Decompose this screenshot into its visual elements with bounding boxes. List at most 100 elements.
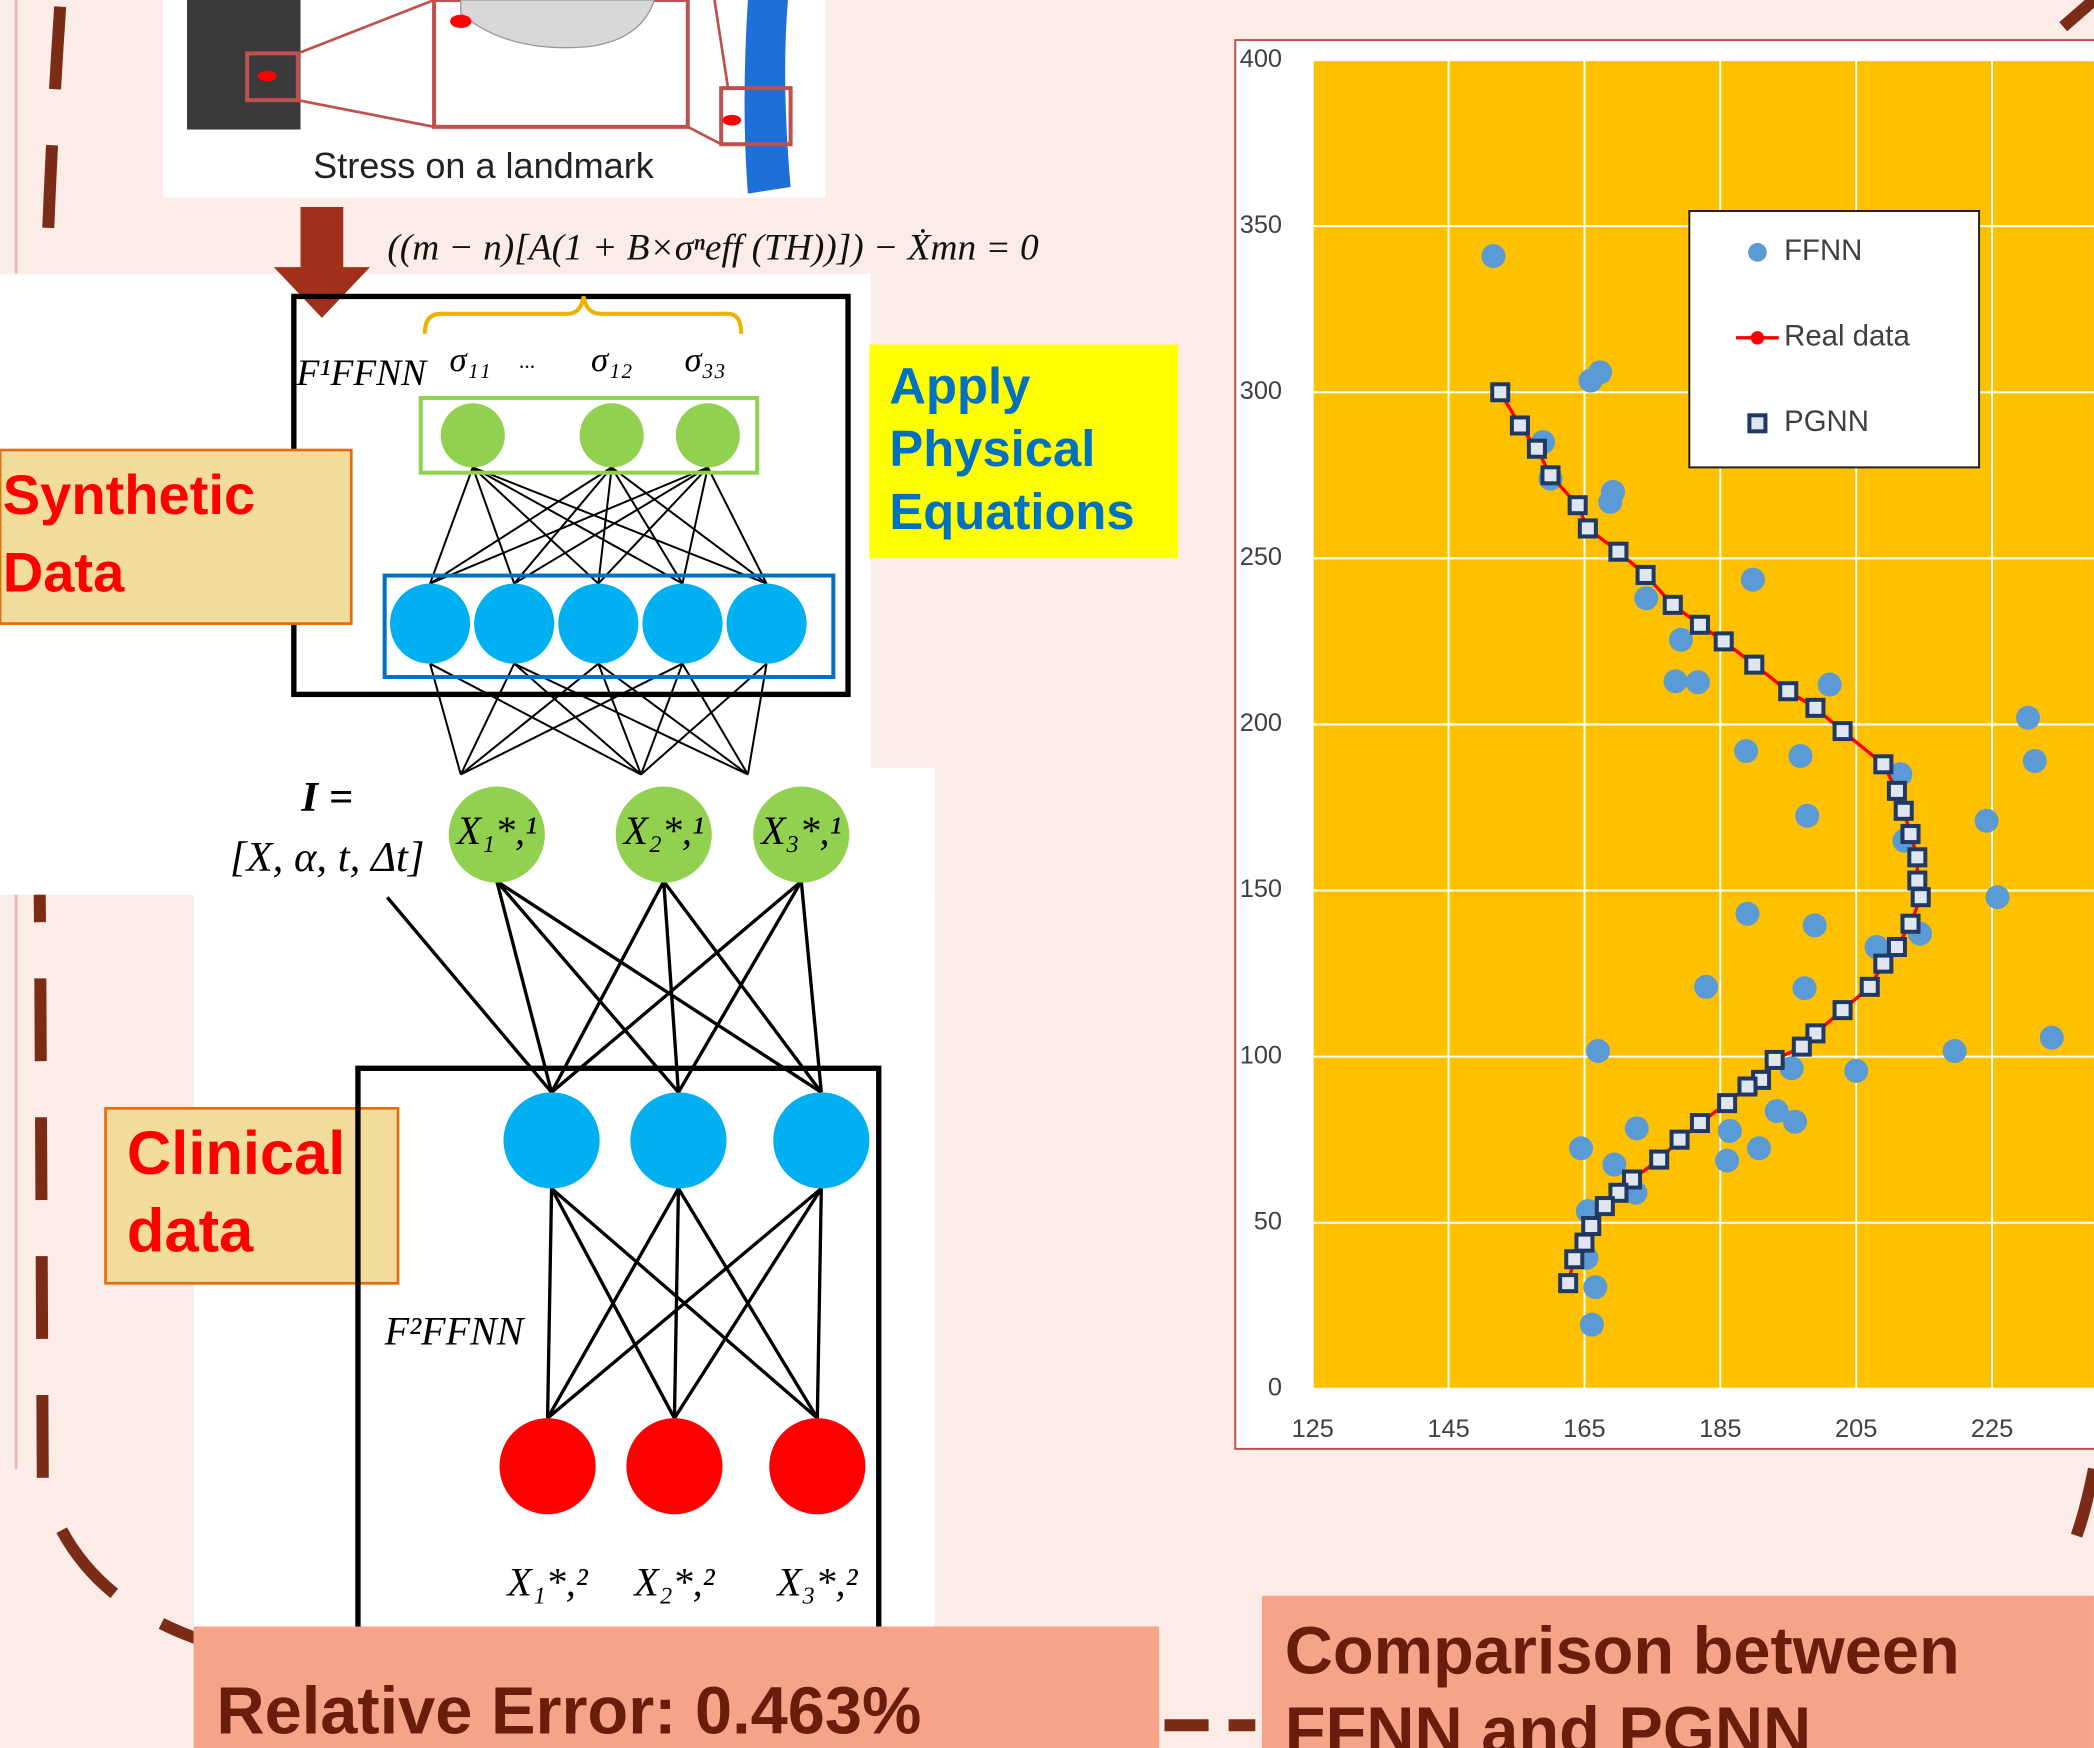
ffnn-point (1795, 804, 1819, 828)
output-label: X₂*,² (632, 1560, 715, 1605)
output-node (626, 1418, 722, 1514)
pgnn-point (1580, 520, 1596, 536)
ffnn-point (1747, 1136, 1771, 1160)
pgnn-point (1665, 597, 1681, 613)
landmark (450, 15, 471, 28)
landmark (258, 71, 277, 82)
x-tick-label: 185 (1699, 1415, 1741, 1443)
pgnn-point (1875, 756, 1891, 772)
intermediate-label: X₃*,¹ (759, 808, 841, 853)
ffnn-point (1663, 669, 1687, 693)
pgnn-point (1638, 567, 1654, 583)
pgnn-point (1560, 1275, 1576, 1291)
legend-marker (1748, 243, 1767, 262)
pgnn-point (1896, 803, 1912, 819)
pgnn-point (1716, 633, 1732, 649)
ffnn-point (1686, 670, 1710, 694)
pgnn-point (1903, 916, 1919, 932)
ffnn-point (2023, 749, 2047, 773)
pgnn-point (1913, 889, 1929, 905)
ffnn-point (1943, 1039, 1967, 1063)
ffnn-point (1580, 1313, 1604, 1337)
ct-image (187, 0, 301, 130)
apply-line: Physical (889, 420, 1095, 477)
image-caption: Stress on a landmark (313, 145, 655, 186)
input-label: I = (300, 774, 353, 821)
network1-label: F¹FFNN (296, 353, 429, 394)
pgnn-point (1794, 1039, 1810, 1055)
pgnn-point (1862, 979, 1878, 995)
apply-line: Apply (889, 357, 1030, 414)
pgnn-point (1835, 723, 1851, 739)
legend-label: FFNN (1784, 234, 1862, 267)
pgnn-point (1889, 939, 1905, 955)
synthetic-line: Data (3, 541, 125, 604)
ffnn-point (1818, 673, 1842, 697)
ffnn-point (1735, 902, 1759, 926)
pgnn-point (1672, 1132, 1688, 1148)
x-tick-label: 125 (1292, 1415, 1334, 1443)
ffnn-point (1718, 1119, 1742, 1143)
pgnn-point (1566, 1251, 1582, 1267)
pgnn-point (1651, 1152, 1667, 1168)
y-tick-label: 100 (1240, 1041, 1282, 1069)
pgnn-point (1719, 1095, 1735, 1111)
comparison-text: FFNN and PGNN (1285, 1695, 1812, 1748)
ffnn-point (1669, 628, 1693, 652)
error-text: Relative Error: 0.463% (216, 1675, 921, 1748)
input-node (441, 403, 505, 467)
ffnn-point (1985, 885, 2009, 909)
ffnn-point (1569, 1136, 1593, 1160)
input-node (580, 403, 644, 467)
y-tick-label: 250 (1240, 543, 1282, 571)
output-node (499, 1418, 595, 1514)
network2-label: F²FFNN (384, 1309, 526, 1354)
apply-line: Equations (889, 483, 1134, 540)
ffnn-point (2016, 706, 2040, 730)
ffnn-point (1588, 360, 1612, 384)
ffnn-point (2040, 1026, 2064, 1050)
page: { "diagram": { "image_caption": "Stress … (0, 0, 2094, 1748)
pgnn-point (1835, 1002, 1851, 1018)
pgnn-point (1597, 1198, 1613, 1214)
hidden-node (474, 584, 554, 664)
legend-label: PGNN (1784, 405, 1869, 438)
input-node (676, 403, 740, 467)
pgnn-point (1903, 826, 1919, 842)
hidden-node (504, 1092, 600, 1188)
stress-label: σ₃₃ (685, 340, 726, 379)
stress-label: σ₁₁ (449, 340, 490, 379)
chart: 0501001502002503003504001251451651852052… (1240, 45, 2094, 1443)
stress-label: ... (520, 349, 536, 373)
ffnn-point (1741, 568, 1765, 592)
pgnn-point (1746, 657, 1762, 673)
ffnn-point (1481, 244, 1505, 268)
y-tick-label: 300 (1240, 377, 1282, 405)
pgnn-point (1767, 1052, 1783, 1068)
pgnn-point (1570, 497, 1586, 513)
input-label: [X, α, t, Δt] (230, 834, 425, 881)
hidden-node (558, 584, 638, 664)
legend-marker (1749, 415, 1765, 431)
ffnn-point (1844, 1059, 1868, 1083)
y-tick-label: 400 (1240, 45, 1282, 73)
pgnn-point (1692, 1115, 1708, 1131)
y-tick-label: 0 (1268, 1373, 1282, 1401)
ffnn-point (1788, 744, 1812, 768)
y-tick-label: 150 (1240, 875, 1282, 903)
y-tick-label: 50 (1254, 1207, 1282, 1235)
pgnn-point (1780, 683, 1796, 699)
pgnn-point (1875, 956, 1891, 972)
ffnn-point (1975, 809, 1999, 833)
spine-image (745, 0, 791, 194)
ffnn-point (1715, 1149, 1739, 1173)
pgnn-point (1576, 1235, 1592, 1251)
hidden-node (727, 584, 807, 664)
ffnn-point (1734, 739, 1758, 763)
pgnn-point (1692, 617, 1708, 633)
ffnn-point (1793, 976, 1817, 1000)
ffnn-point (1586, 1039, 1610, 1063)
output-node (769, 1418, 865, 1514)
pgnn-point (1889, 783, 1905, 799)
